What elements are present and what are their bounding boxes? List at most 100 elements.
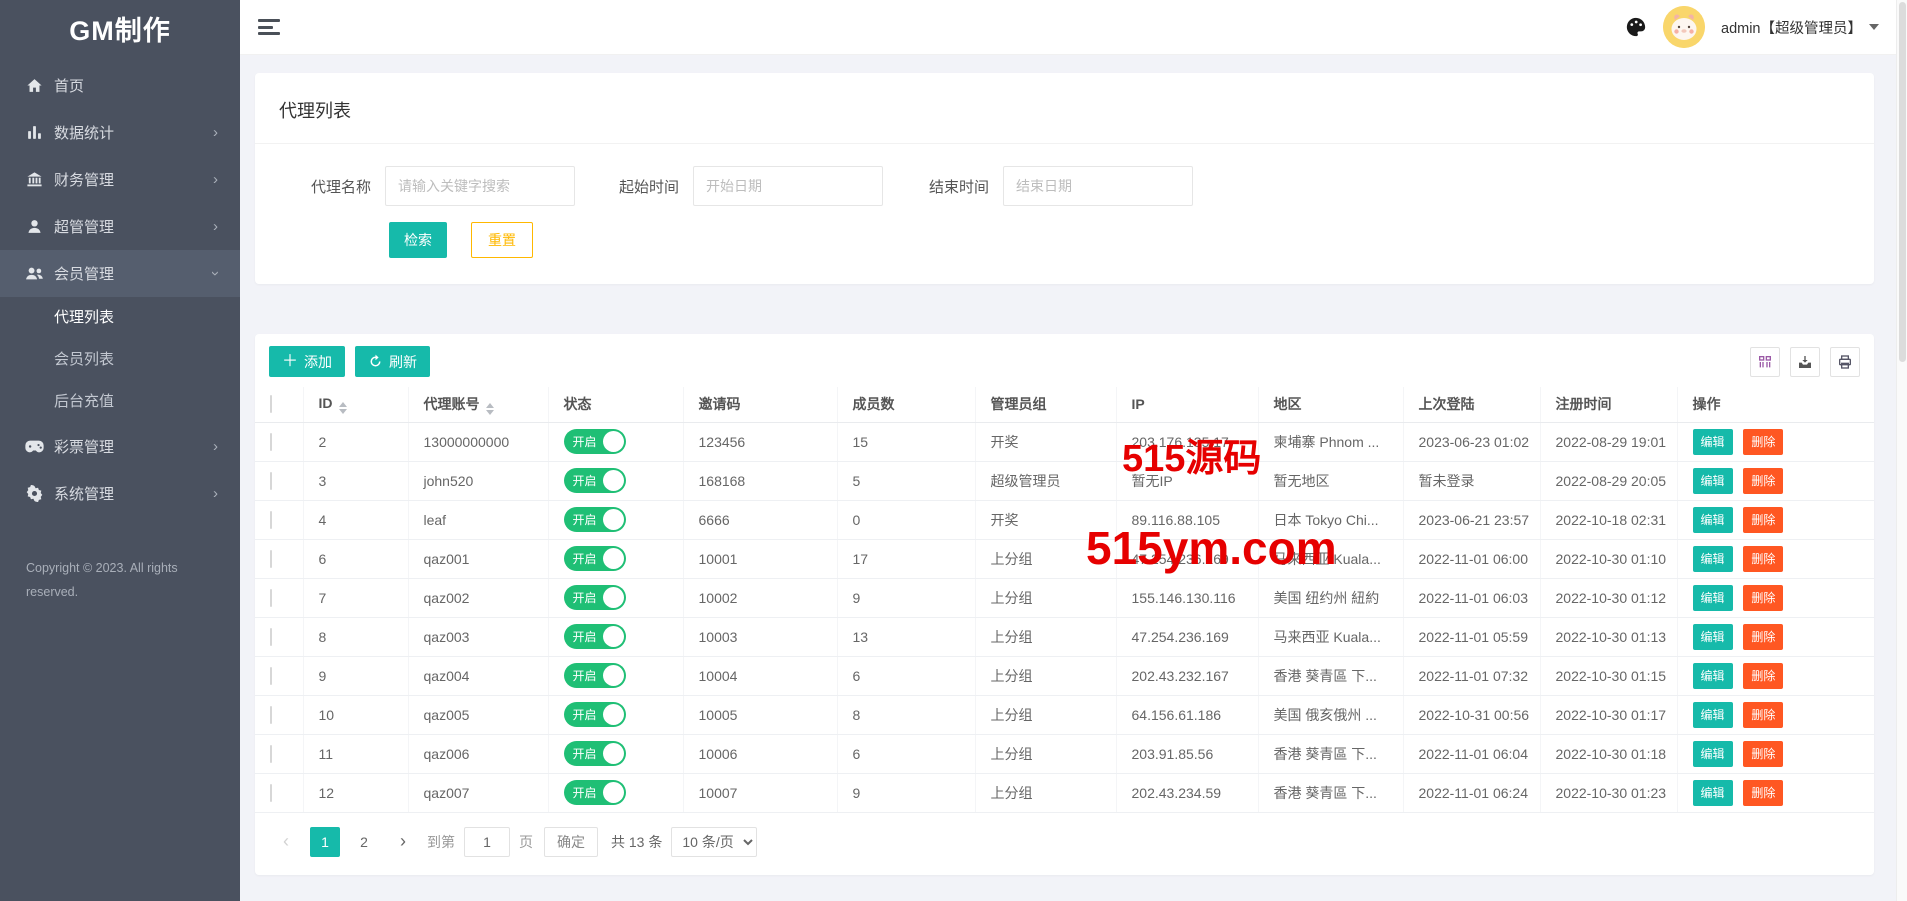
sort-icon[interactable]: [338, 401, 347, 414]
status-toggle[interactable]: 开启: [563, 429, 626, 454]
row-checkbox[interactable]: [270, 432, 272, 451]
delete-button[interactable]: 删除: [1743, 584, 1784, 611]
cell-id: 4: [303, 500, 409, 540]
row-checkbox[interactable]: [270, 666, 272, 685]
status-toggle[interactable]: 开启: [563, 663, 626, 688]
filter-actions: 检索 重置: [255, 206, 1874, 284]
row-checkbox[interactable]: [270, 510, 272, 529]
prev-page-button[interactable]: ‹: [283, 831, 289, 851]
delete-button[interactable]: 删除: [1743, 740, 1784, 767]
row-checkbox[interactable]: [270, 471, 272, 490]
delete-button[interactable]: 删除: [1743, 779, 1784, 806]
pagination: ‹ 1 2 › 到第 页 确定 共 13 条 10 条/页: [255, 813, 1874, 875]
page-button-1[interactable]: 1: [310, 826, 340, 857]
menu-toggle-icon[interactable]: [258, 19, 280, 35]
table-row: 3 john520 开启 168168 5 超级管理员 暂无IP 暂无地区 暂未…: [255, 461, 1874, 501]
sidebar-item-lottery[interactable]: 彩票管理 ›: [0, 423, 240, 470]
reset-button[interactable]: 重置: [471, 222, 533, 258]
agent-name-input[interactable]: [385, 166, 576, 206]
edit-button[interactable]: 编辑: [1692, 623, 1733, 650]
status-toggle[interactable]: 开启: [563, 702, 626, 727]
col-header-group: 管理员组: [975, 387, 1117, 423]
row-checkbox[interactable]: [270, 549, 272, 568]
delete-button[interactable]: 删除: [1743, 701, 1784, 728]
sidebar-item-statistics[interactable]: 数据统计 ›: [0, 109, 240, 156]
delete-button[interactable]: 删除: [1743, 662, 1784, 689]
status-toggle[interactable]: 开启: [563, 468, 626, 493]
select-all-checkbox[interactable]: [270, 395, 272, 414]
row-checkbox[interactable]: [270, 783, 272, 802]
start-date-input[interactable]: [693, 166, 884, 206]
row-checkbox[interactable]: [270, 744, 272, 763]
sidebar-item-superadmin[interactable]: 超管管理 ›: [0, 203, 240, 250]
edit-button[interactable]: 编辑: [1692, 545, 1733, 572]
delete-button[interactable]: 删除: [1743, 467, 1784, 494]
row-checkbox[interactable]: [270, 588, 272, 607]
sidebar-item-finance[interactable]: 财务管理 ›: [0, 156, 240, 203]
scrollbar-thumb[interactable]: [1899, 2, 1906, 362]
row-checkbox[interactable]: [270, 627, 272, 646]
sidebar-item-agent-list[interactable]: 代理列表: [54, 309, 115, 326]
delete-button[interactable]: 删除: [1743, 545, 1784, 572]
sidebar-item-home[interactable]: 首页: [0, 62, 240, 109]
edit-button[interactable]: 编辑: [1692, 506, 1733, 533]
cell-reg-time: 2022-10-30 01:10: [1540, 539, 1678, 579]
theme-palette-icon[interactable]: [1625, 16, 1647, 38]
cell-ip: 47.254.236.169: [1116, 539, 1259, 579]
sidebar-submenu: 代理列表 会员列表 后台充值: [0, 297, 240, 423]
toggle-knob: [602, 509, 624, 530]
col-header-reg-time: 注册时间: [1540, 387, 1678, 423]
next-page-button[interactable]: ›: [400, 831, 406, 851]
export-icon[interactable]: [1790, 346, 1820, 377]
status-toggle[interactable]: 开启: [563, 546, 626, 571]
cell-admin-group: 上分组: [975, 578, 1117, 618]
edit-button[interactable]: 编辑: [1692, 779, 1733, 806]
status-toggle[interactable]: 开启: [563, 507, 626, 532]
cell-region: 日本 Tokyo Chi...: [1258, 500, 1404, 540]
edit-button[interactable]: 编辑: [1692, 701, 1733, 728]
refresh-button[interactable]: 刷新: [355, 346, 431, 377]
end-date-input[interactable]: [1003, 166, 1194, 206]
delete-button[interactable]: 删除: [1743, 506, 1784, 533]
cell-reg-time: 2022-10-30 01:23: [1540, 773, 1678, 813]
user-menu[interactable]: admin【超级管理员】: [1721, 17, 1879, 38]
app-logo: GM制作: [69, 16, 171, 46]
print-icon[interactable]: [1830, 346, 1860, 377]
search-button[interactable]: 检索: [389, 222, 447, 258]
cell-invite-code: 123456: [683, 422, 838, 462]
table-toolbar: ＋ 添加 刷新: [255, 334, 1874, 387]
cell-admin-group: 上分组: [975, 617, 1117, 657]
goto-page-input[interactable]: [464, 826, 510, 857]
sort-icon[interactable]: [485, 402, 494, 415]
cell-region: 香港 葵青區 下...: [1258, 773, 1404, 813]
cell-account: qaz005: [408, 695, 549, 735]
edit-button[interactable]: 编辑: [1692, 584, 1733, 611]
cell-ip: 203.91.85.56: [1116, 734, 1259, 774]
goto-confirm-button[interactable]: 确定: [544, 826, 598, 857]
edit-button[interactable]: 编辑: [1692, 662, 1733, 689]
sidebar-item-members[interactable]: 会员管理 ›: [0, 250, 240, 297]
sidebar-item-member-list[interactable]: 会员列表: [54, 351, 115, 368]
edit-button[interactable]: 编辑: [1692, 428, 1733, 455]
row-checkbox[interactable]: [270, 705, 272, 724]
add-button[interactable]: ＋ 添加: [269, 346, 346, 377]
edit-button[interactable]: 编辑: [1692, 467, 1733, 494]
filter-columns-icon[interactable]: [1750, 346, 1780, 377]
avatar[interactable]: [1663, 6, 1705, 48]
delete-button[interactable]: 删除: [1743, 623, 1784, 650]
page-size-select[interactable]: 10 条/页: [671, 826, 758, 857]
cell-last-login: 2022-11-01 06:00: [1403, 539, 1541, 579]
page-button-2[interactable]: 2: [360, 833, 368, 850]
cell-region: 美国 纽约州 紐約: [1258, 578, 1404, 618]
delete-button[interactable]: 删除: [1743, 428, 1784, 455]
status-toggle[interactable]: 开启: [563, 624, 626, 649]
edit-button[interactable]: 编辑: [1692, 740, 1733, 767]
page-scrollbar[interactable]: [1896, 0, 1907, 901]
sidebar-item-backend-recharge[interactable]: 后台充值: [54, 393, 115, 410]
status-toggle[interactable]: 开启: [563, 741, 626, 766]
status-toggle[interactable]: 开启: [563, 780, 626, 805]
status-toggle[interactable]: 开启: [563, 585, 626, 610]
sidebar-item-system[interactable]: 系统管理 ›: [0, 470, 240, 517]
cell-ip: 64.156.61.186: [1116, 695, 1259, 735]
